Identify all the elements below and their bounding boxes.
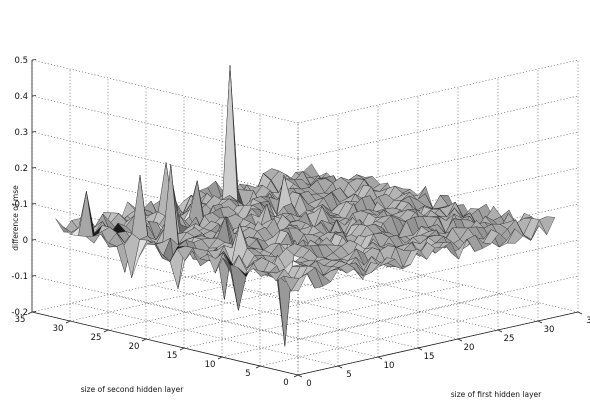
z-tick-label: 0.2 (14, 164, 28, 174)
y-tick-label: 5 (245, 369, 250, 379)
axis-line (31, 311, 299, 376)
y-tick-label: 10 (205, 360, 216, 370)
y-tick-mark (65, 320, 71, 324)
z-tick-label: -0.1 (11, 272, 28, 282)
z-tick-label: 0.5 (14, 56, 28, 66)
z-tick-mark (31, 239, 37, 241)
y-tick-mark (179, 347, 185, 351)
z-tick-mark (31, 275, 37, 277)
grid-line (151, 284, 419, 349)
y-tick-label: 35 (15, 315, 26, 325)
y-axis-label: size of second hidden layer (81, 385, 185, 394)
x-tick-label: 15 (424, 352, 435, 362)
z-tick-mark (31, 167, 37, 169)
z-tick-label: 0.1 (14, 200, 28, 210)
x-tick-label: 10 (384, 361, 395, 371)
axis-line (297, 311, 579, 376)
y-tick-mark (27, 311, 33, 315)
y-tick-label: 25 (91, 333, 102, 343)
x-tick-mark (337, 365, 343, 369)
y-tick-mark (293, 374, 299, 378)
grid-line (31, 275, 299, 340)
x-tick-label: 3 (586, 316, 590, 326)
z-tick-mark (31, 311, 37, 313)
z-tick-mark (31, 59, 37, 61)
y-tick-mark (103, 329, 109, 333)
y-tick-label: 15 (167, 351, 178, 361)
z-tick-label: 0.4 (14, 92, 28, 102)
z-axis-label: difference of mse (11, 185, 20, 251)
x-tick-label: 20 (464, 343, 475, 353)
axis-ticks: -0.2 -0.1 0 0.1 0.2 0.3 0.4 0.5 0 5 10 15 20 25 30 35 0 5… (11, 56, 590, 389)
x-tick-mark (577, 311, 583, 315)
surface-face (290, 273, 308, 292)
grid-line (71, 302, 339, 367)
x-tick-label: 5 (346, 370, 351, 380)
y-tick-mark (255, 365, 261, 369)
x-tick-mark (457, 338, 463, 342)
y-tick-label: 30 (53, 324, 64, 334)
grid-line (31, 239, 299, 304)
x-tick-mark (417, 347, 423, 351)
x-axis-label: size of first hidden layer (451, 390, 542, 399)
z-tick-mark (31, 203, 37, 205)
x-tick-mark (377, 356, 383, 360)
x-tick-mark (497, 329, 503, 333)
surface-mesh (55, 65, 556, 347)
y-tick-mark (217, 356, 223, 360)
y-tick-label: 20 (129, 342, 140, 352)
y-tick-mark (141, 338, 147, 342)
z-tick-mark (31, 95, 37, 97)
grid-line (111, 293, 379, 358)
x-tick-label: 30 (544, 325, 555, 335)
grid-line (31, 95, 299, 160)
z-tick-label: -0.2 (11, 308, 28, 318)
x-tick-mark (297, 374, 303, 378)
x-tick-label: 0 (306, 379, 311, 389)
grid-line (31, 131, 299, 196)
z-tick-label: 0 (23, 236, 28, 246)
z-tick-label: 0.3 (14, 128, 28, 138)
y-tick-label: 0 (283, 378, 288, 388)
z-tick-mark (31, 131, 37, 133)
grid-line (31, 59, 299, 124)
x-tick-label: 25 (504, 334, 515, 344)
x-tick-mark (537, 320, 543, 324)
